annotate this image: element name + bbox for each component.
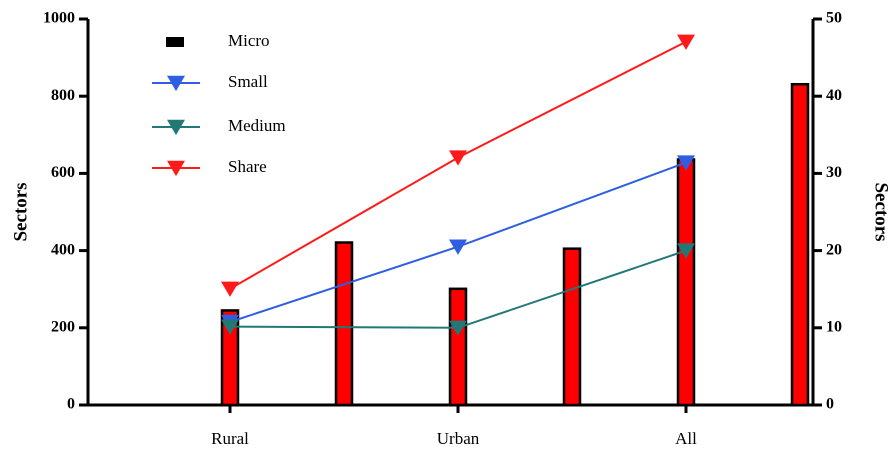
x-tick-label: All [675,429,697,448]
legend-marker [167,75,185,92]
x-tick-label: Rural [211,429,249,448]
legend-label: Micro [228,31,270,50]
bar [562,247,582,407]
legend-label: Share [228,157,267,176]
y2-tick-label: 20 [826,241,842,258]
y2-tick-label: 0 [826,396,834,413]
bar [790,82,810,407]
marker [677,34,695,50]
marker [449,150,467,166]
bar [334,241,354,407]
bar [676,158,696,407]
marker [221,319,239,335]
y2-tick-label: 10 [826,318,842,335]
legend-marker [167,119,185,136]
y2-tick-label: 40 [826,87,842,104]
bar [220,309,240,407]
legend-marker [167,160,185,177]
y2-tick-label: 30 [826,164,842,181]
marker [449,239,467,255]
y-tick-label: 600 [51,164,75,181]
y-axis-label: Sectors [10,182,31,241]
bar [448,287,468,407]
y-tick-label: 800 [51,87,75,104]
y-tick-label: 200 [51,318,75,335]
marker [677,243,695,259]
y-tick-label: 0 [67,396,75,413]
marker [449,320,467,336]
y2-axis-label: Sectors [871,182,892,241]
legend-swatch [166,37,184,47]
x-tick-label: Urban [437,429,480,448]
y-tick-label: 400 [51,241,75,258]
y2-tick-label: 50 [826,10,842,27]
legend-label: Medium [228,116,286,135]
y-tick-label: 1000 [43,10,75,27]
legend-label: Small [228,72,268,91]
marker [221,281,239,297]
marker [677,155,695,171]
